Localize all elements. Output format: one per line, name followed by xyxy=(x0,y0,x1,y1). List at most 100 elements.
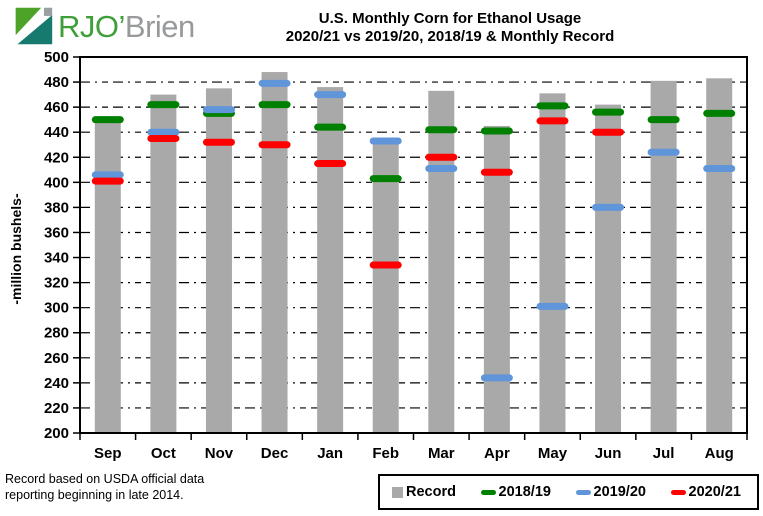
x-tick-label-nov: Nov xyxy=(205,445,234,462)
legend-item-record: Record xyxy=(392,484,456,500)
legend-label: 2020/21 xyxy=(688,484,741,500)
marker-2020-21-apr xyxy=(480,168,513,176)
record-bar-oct xyxy=(150,94,177,433)
legend-label: 2018/19 xyxy=(498,484,551,500)
footnote-line1: Record based on USDA official data xyxy=(5,472,205,486)
record-bar-mar xyxy=(428,90,455,433)
y-tick-label-240: 240 xyxy=(44,375,69,392)
marker-2019-20-aug xyxy=(703,165,736,173)
y-tick-label-440: 440 xyxy=(44,124,69,141)
x-tick-label-jan: Jan xyxy=(317,445,343,462)
chart-title-line2: 2020/21 vs 2019/20, 2018/19 & Monthly Re… xyxy=(285,28,615,45)
brand-wordmark: RJO’Brien xyxy=(58,5,195,49)
chart-title-line1: U.S. Monthly Corn for Ethanol Usage xyxy=(318,10,582,27)
legend-swatch-2019-20 xyxy=(575,489,591,495)
rjo-logo-icon xyxy=(15,7,53,45)
y-tick-label-380: 380 xyxy=(44,199,69,216)
marker-2018-19-sep xyxy=(91,116,124,124)
marker-2020-21-oct xyxy=(147,134,180,142)
x-tick-label-jun: Jun xyxy=(595,445,622,462)
x-tick-label-aug: Aug xyxy=(705,445,734,462)
legend-item-2018-19: 2018/19 xyxy=(480,484,551,500)
marker-2020-21-may xyxy=(536,117,569,125)
marker-2018-19-feb xyxy=(369,175,402,183)
legend-item-2019-20: 2019/20 xyxy=(575,484,646,500)
marker-2020-21-nov xyxy=(202,138,235,146)
footnote-line2: reporting beginning in late 2014. xyxy=(5,487,184,502)
x-tick-label-dec: Dec xyxy=(261,445,289,462)
marker-2018-19-jan xyxy=(314,123,347,131)
y-tick-label-360: 360 xyxy=(44,224,69,241)
marker-2019-20-jul xyxy=(647,148,680,156)
y-tick-label-300: 300 xyxy=(44,300,69,317)
y-tick-label-280: 280 xyxy=(44,325,69,342)
marker-2019-20-jan xyxy=(314,91,347,99)
record-bar-jan xyxy=(317,87,344,433)
marker-2020-21-jan xyxy=(314,160,347,168)
record-bar-nov xyxy=(205,88,232,433)
marker-2018-19-dec xyxy=(258,101,291,109)
marker-2018-19-mar xyxy=(425,126,458,134)
marker-2019-20-oct xyxy=(147,128,180,136)
marker-2018-19-jun xyxy=(592,108,625,116)
marker-2019-20-nov xyxy=(202,106,235,114)
y-tick-label-220: 220 xyxy=(44,400,69,417)
x-tick-label-mar: Mar xyxy=(428,445,455,462)
marker-2018-19-apr xyxy=(480,127,513,135)
marker-2019-20-jun xyxy=(592,203,625,211)
y-tick-label-500: 500 xyxy=(44,49,69,66)
brand-rjo: RJO’ xyxy=(58,9,125,44)
x-tick-label-feb: Feb xyxy=(372,445,399,462)
brand-brien: Brien xyxy=(124,9,195,44)
x-tick-label-jul: Jul xyxy=(653,445,675,462)
legend-swatch-record xyxy=(392,486,403,498)
marker-2019-20-feb xyxy=(369,137,402,145)
record-bar-apr xyxy=(483,125,510,433)
marker-2019-20-sep xyxy=(91,171,124,179)
y-tick-label-340: 340 xyxy=(44,250,69,267)
marker-2018-19-aug xyxy=(703,109,736,117)
legend-label: Record xyxy=(406,484,456,500)
plot-border xyxy=(79,56,748,434)
plot-area: 200 220 240 260 280 300 320 340 360 380 400 420 440 4… xyxy=(44,49,748,462)
legend-swatch-2018-19 xyxy=(480,489,496,495)
marker-2019-20-mar xyxy=(425,165,458,173)
y-tick-label-320: 320 xyxy=(44,275,69,292)
x-tick-label-may: May xyxy=(538,445,568,462)
x-tick-label-oct: Oct xyxy=(151,445,176,462)
y-tick-label-480: 480 xyxy=(44,74,69,91)
y-tick-label-260: 260 xyxy=(44,350,69,367)
record-bar-aug xyxy=(706,78,733,433)
chart-title: U.S. Monthly Corn for Ethanol Usage 2020… xyxy=(140,10,760,46)
marker-2019-20-apr xyxy=(480,374,513,382)
marker-2019-20-dec xyxy=(258,79,291,87)
marker-2018-19-may xyxy=(536,102,569,110)
x-tick-label-sep: Sep xyxy=(94,445,122,462)
x-tick-label-apr: Apr xyxy=(484,445,510,462)
record-bar-dec xyxy=(261,72,288,433)
record-bar-jun xyxy=(595,104,622,434)
marker-2020-21-feb xyxy=(369,261,402,269)
legend-label: 2019/20 xyxy=(593,484,646,500)
record-bar-may xyxy=(539,93,566,433)
legend-swatch-2020-21 xyxy=(670,489,686,495)
y-tick-label-420: 420 xyxy=(44,149,69,166)
y-tick-label-460: 460 xyxy=(44,99,69,116)
marker-2020-21-dec xyxy=(258,141,291,149)
record-bar-jul xyxy=(650,80,677,434)
marker-2018-19-jul xyxy=(647,116,680,124)
marker-2020-21-sep xyxy=(91,177,124,185)
y-tick-label-200: 200 xyxy=(44,425,69,442)
marker-2020-21-mar xyxy=(425,153,458,161)
record-bar-sep xyxy=(94,120,121,434)
legend-item-2020-21: 2020/21 xyxy=(670,484,741,500)
marker-2020-21-jun xyxy=(592,128,625,136)
legend: Record 2018/19 2019/20 2020/21 xyxy=(378,474,759,510)
rjo-brien-logo: RJO’Brien xyxy=(12,5,195,49)
footnote: Record based on USDA official data repor… xyxy=(5,472,204,503)
record-bar-feb xyxy=(372,140,399,433)
marker-2018-19-oct xyxy=(147,101,180,109)
marker-2019-20-may xyxy=(536,302,569,310)
y-tick-label-400: 400 xyxy=(44,174,69,191)
